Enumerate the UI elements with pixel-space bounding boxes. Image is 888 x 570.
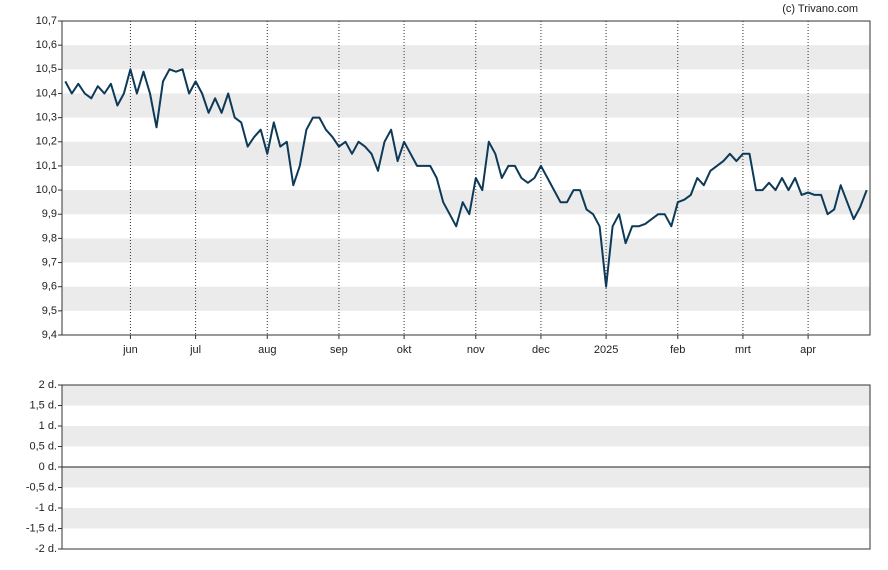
x-tick-label: nov [467, 344, 485, 356]
x-tick-label: feb [670, 344, 685, 356]
plot-frame [61, 384, 871, 550]
grid-band [62, 93, 870, 118]
y-tick-label: 10,0 [36, 184, 57, 196]
y-tick-label: 9,4 [42, 329, 57, 341]
y-tick-label: 0 d. [39, 461, 57, 473]
x-tick-label: aug [258, 344, 276, 356]
x-tick-label: sep [330, 344, 348, 356]
y-tick-label: 10,2 [36, 136, 57, 148]
y-tick-label: 10,4 [36, 87, 57, 99]
x-tick-label: mrt [735, 344, 751, 356]
watermark: (c) Trivano.com [782, 3, 858, 15]
grid-band [62, 508, 870, 529]
grid-band [62, 426, 870, 447]
y-tick-label: 10,5 [36, 63, 57, 75]
y-tick-label: 10,3 [36, 112, 57, 124]
y-tick-label: 1,5 d. [29, 399, 57, 411]
grid-band [62, 467, 870, 488]
y-tick-label: 9,8 [42, 232, 57, 244]
y-tick-label: 1 d. [39, 420, 57, 432]
y-tick-label: 9,5 [42, 305, 57, 317]
y-tick-label: 9,9 [42, 208, 57, 220]
plot-frame [61, 20, 871, 336]
grid-band [62, 385, 870, 406]
y-tick-label: -0,5 d. [26, 481, 57, 493]
grid-band [62, 286, 870, 311]
y-tick-label: 10,1 [36, 160, 57, 172]
x-tick-label: dec [532, 344, 550, 356]
y-tick-label: 9,6 [42, 281, 57, 293]
grid-band [62, 238, 870, 263]
y-tick-label: 2 d. [39, 379, 57, 391]
x-tick-label: jun [122, 344, 138, 356]
x-tick-label: 2025 [594, 344, 618, 356]
price-line [64, 68, 868, 288]
y-tick-label: 10,7 [36, 15, 57, 27]
grid-band [62, 45, 870, 70]
y-tick-label: -1,5 d. [26, 522, 57, 534]
y-tick-label: -1 d. [35, 502, 57, 514]
grid-band [62, 141, 870, 166]
x-tick-label: apr [800, 344, 816, 356]
y-tick-label: 10,6 [36, 39, 57, 51]
y-tick-label: 9,7 [42, 256, 57, 268]
y-tick-label: -2 d. [35, 543, 57, 555]
x-tick-label: jul [189, 344, 201, 356]
grid-band [62, 190, 870, 215]
x-tick-label: okt [397, 344, 412, 356]
y-tick-label: 0,5 d. [29, 440, 57, 452]
